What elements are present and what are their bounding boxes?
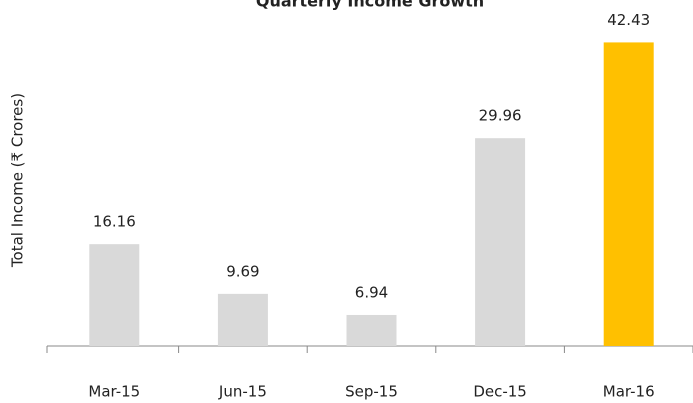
bar	[89, 244, 140, 346]
bar	[603, 42, 654, 347]
value-label: 42.43	[607, 11, 650, 29]
x-tick-label: Mar-16	[603, 383, 655, 401]
x-tick-label: Dec-15	[473, 383, 527, 401]
value-label: 16.16	[93, 213, 136, 231]
bar	[475, 138, 526, 346]
y-axis-label: Total Income (₹ Crores)	[9, 93, 27, 268]
bar	[346, 314, 397, 346]
bar	[217, 293, 268, 346]
x-tick-label: Jun-15	[218, 383, 267, 401]
x-tick-label: Sep-15	[345, 383, 398, 401]
value-label: 9.69	[226, 262, 259, 280]
value-label: 29.96	[479, 107, 522, 125]
x-tick-label: Mar-15	[88, 383, 140, 401]
value-label: 6.94	[355, 283, 388, 301]
chart-title: Quarterly Income Growth	[256, 0, 484, 11]
